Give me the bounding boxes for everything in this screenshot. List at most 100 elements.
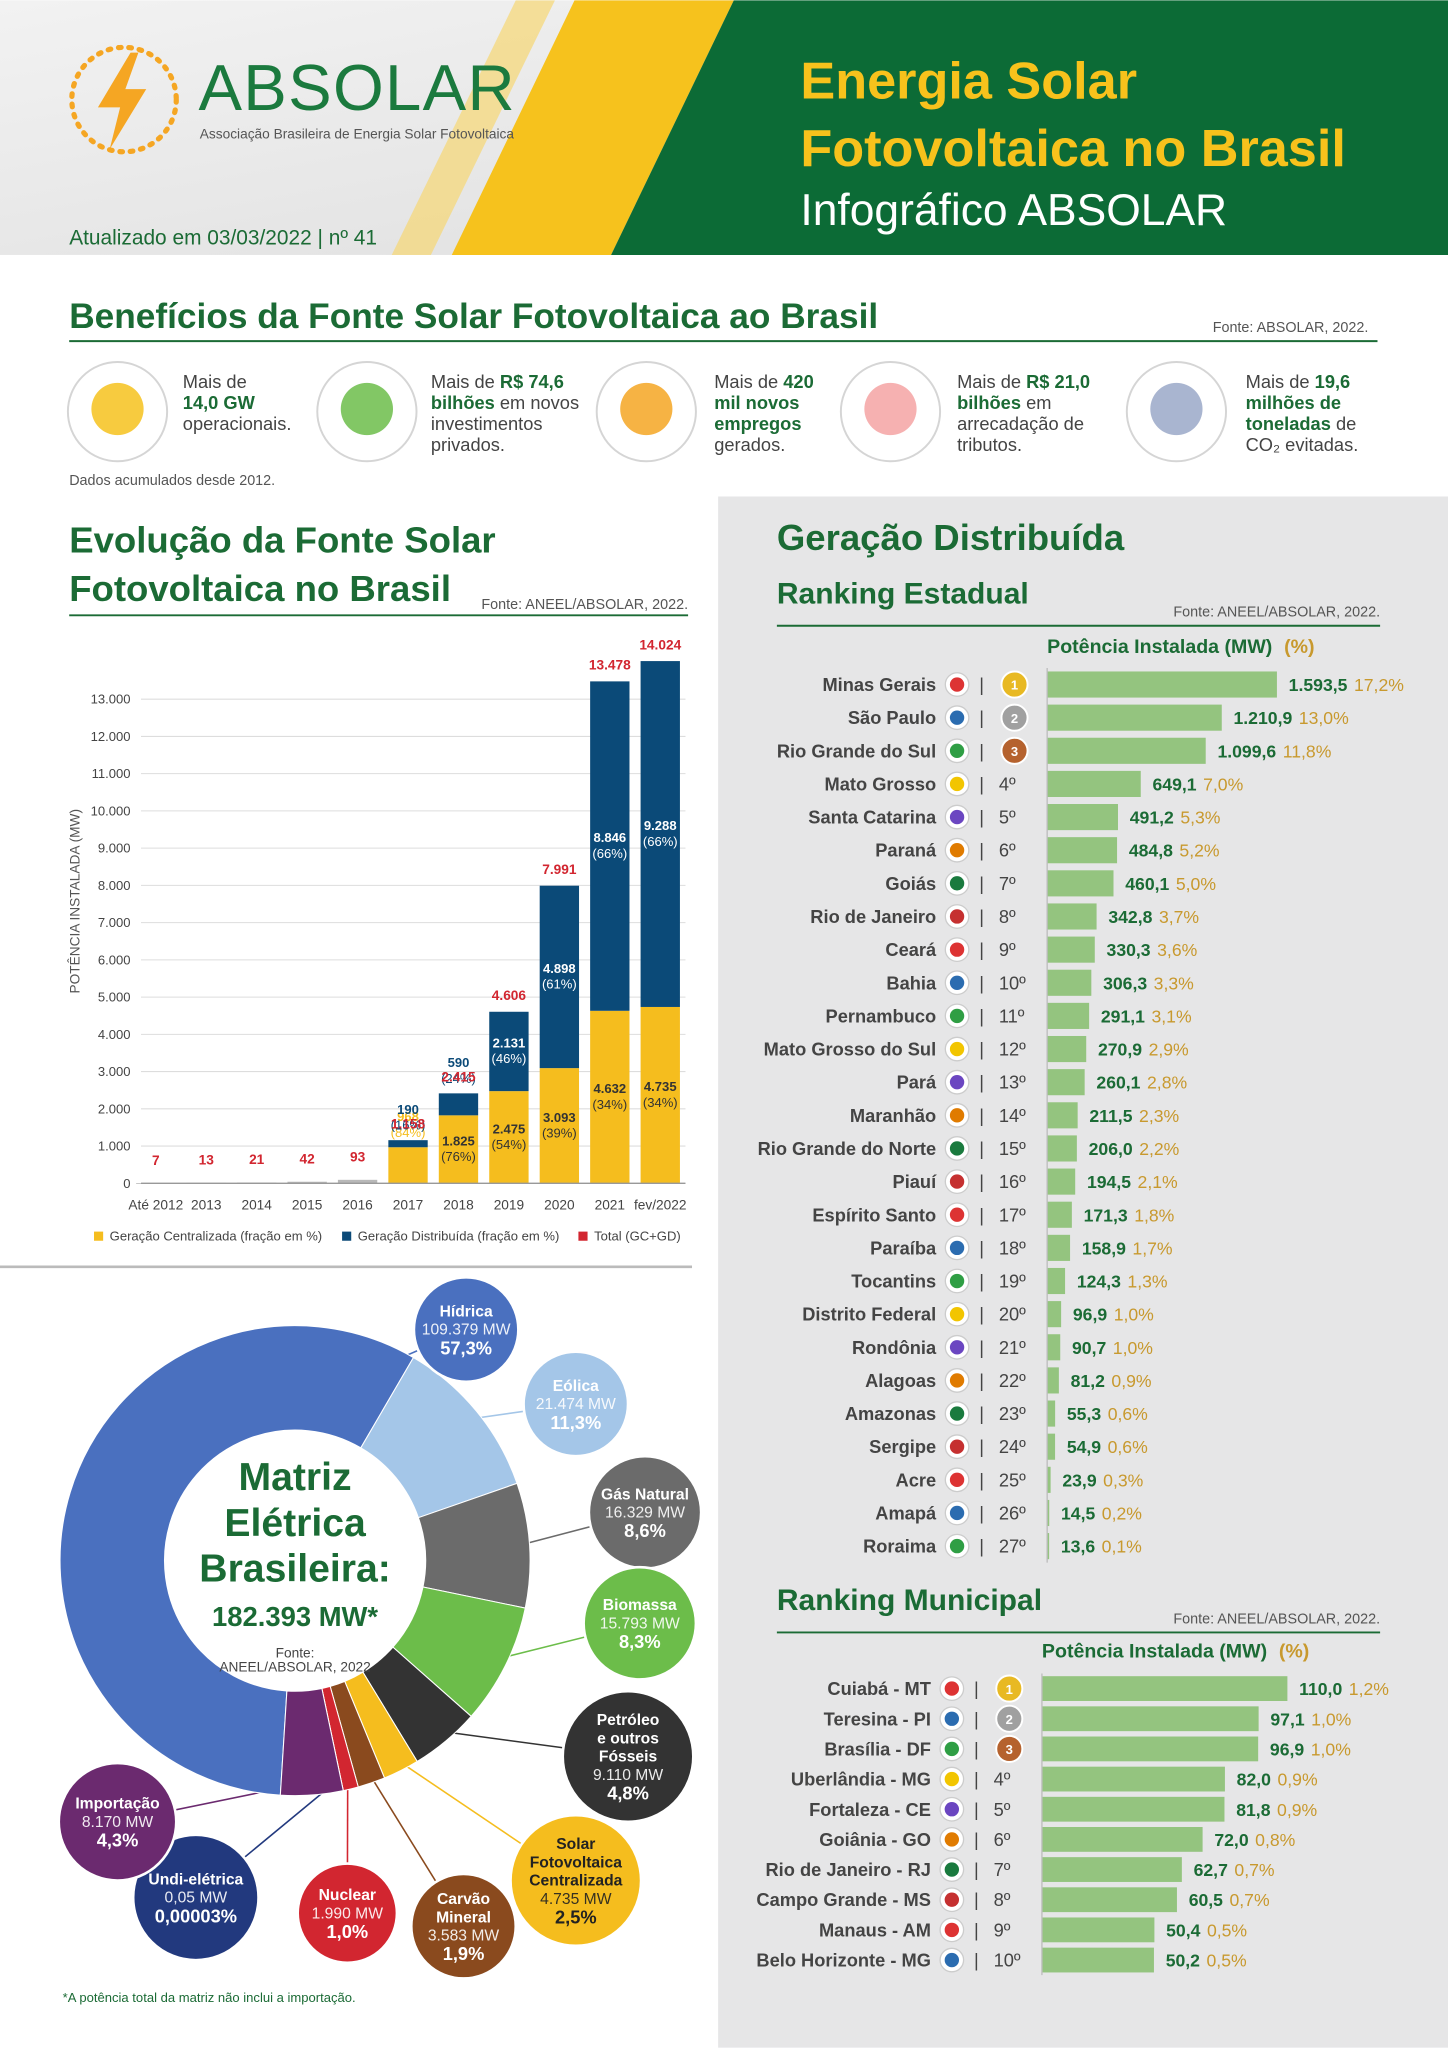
benefit-text-part: bilhões <box>431 392 495 413</box>
donut-center-title: Matriz <box>239 1456 352 1499</box>
row-label: Roraima <box>863 1536 937 1557</box>
rank-label: 10º <box>994 1950 1021 1971</box>
slice-value: 15.793 MW <box>600 1616 680 1633</box>
benefit-text-part: Mais de <box>1246 371 1315 392</box>
percent-label: 17,2% <box>1354 675 1404 695</box>
flag-emblem <box>949 1373 965 1388</box>
row-label: Manaus - AM <box>819 1919 931 1940</box>
header-stripe <box>391 0 555 255</box>
rank-label: 2 <box>1011 711 1018 726</box>
segment-label: 1.825 <box>442 1133 475 1148</box>
chart-title: Fotovoltaica no Brasil <box>69 568 451 609</box>
value-label: 260,1 <box>1096 1073 1140 1093</box>
donut-hole <box>167 1432 424 1689</box>
row-label: Fortaleza - CE <box>809 1799 931 1820</box>
legend-swatch <box>342 1231 352 1241</box>
segment-share: (76%) <box>441 1149 476 1164</box>
row-label: Rondônia <box>852 1337 937 1358</box>
rank-label: 4º <box>999 773 1016 794</box>
flag-emblem <box>949 677 965 692</box>
value-label: 97,1 <box>1270 1709 1304 1729</box>
row-label: Goiânia - GO <box>819 1829 931 1850</box>
percent-label: 1,3% <box>1127 1272 1167 1292</box>
value-label: 23,9 <box>1062 1470 1096 1490</box>
slice-value: 109.379 MW <box>422 1322 511 1339</box>
benefit-text: empregos <box>714 413 801 434</box>
bar-segment <box>539 1068 580 1184</box>
donut-slice <box>279 1687 344 1797</box>
slice-percent: 0,00003% <box>155 1905 237 1926</box>
donut-center-title: Elétrica <box>224 1502 367 1545</box>
medal <box>1000 703 1029 732</box>
bar-total <box>337 1179 378 1184</box>
slice-percent: 2,5% <box>555 1907 597 1928</box>
header-stripe <box>451 0 734 255</box>
percent-label: 5,2% <box>1179 841 1219 861</box>
segment-share: (61%) <box>542 977 577 992</box>
benefit-text-part: em novos <box>495 392 579 413</box>
benefit-text-part: de <box>1331 413 1356 434</box>
percent-label: 1,0% <box>1311 1709 1351 1729</box>
total-label: 42 <box>300 1151 316 1166</box>
percent-label: 2,8% <box>1147 1073 1187 1093</box>
header-band <box>611 0 1448 255</box>
benefit-text-part: Mais de <box>183 371 247 392</box>
separator: | <box>979 740 984 761</box>
separator: | <box>974 1708 979 1729</box>
benefit-icon <box>91 382 144 436</box>
slice-label-bubble <box>561 1689 695 1824</box>
flag-emblem <box>944 1892 960 1907</box>
percent-label: 13,0% <box>1299 708 1349 728</box>
benefit-text: toneladas de <box>1246 413 1357 434</box>
segment-share: (54%) <box>492 1137 527 1152</box>
bar <box>1041 1676 1288 1701</box>
benefit-text-part: investimentos <box>431 413 543 434</box>
x-tick-label: 2015 <box>292 1197 323 1212</box>
percent-label: 0,6% <box>1108 1404 1148 1424</box>
separator: | <box>979 840 984 861</box>
slice-label-bubble <box>509 1813 643 1948</box>
value-label: 460,1 <box>1125 874 1169 894</box>
row-label: Goiás <box>885 873 936 894</box>
row-label: Uberlândia - MG <box>791 1769 931 1790</box>
bar-segment <box>388 1140 428 1148</box>
benefit-text-part: 19,6 <box>1315 371 1351 392</box>
segment-share: (46%) <box>492 1051 527 1066</box>
rank-label: 21º <box>999 1337 1026 1358</box>
flag-emblem <box>949 1074 965 1090</box>
medal <box>995 1674 1024 1703</box>
percent-label: 0,9% <box>1111 1371 1151 1391</box>
bar <box>1047 1533 1050 1560</box>
value-label: 194,5 <box>1087 1172 1131 1192</box>
legend-swatch <box>94 1231 104 1241</box>
segment-label: 2.131 <box>493 1036 526 1051</box>
row-label: Mato Grosso do Sul <box>764 1039 937 1060</box>
rank-label: 22º <box>999 1370 1026 1391</box>
logo-bolt <box>97 52 147 150</box>
bar <box>1047 704 1222 731</box>
section-title: Geração Distribuída <box>777 517 1125 558</box>
rank-label: 10º <box>999 972 1026 993</box>
rank-label: 4º <box>994 1769 1011 1790</box>
benefit-text-part: toneladas <box>1246 413 1331 434</box>
value-label: 306,3 <box>1103 973 1147 993</box>
total-label: 93 <box>350 1150 366 1165</box>
main-title: Fotovoltaica no Brasil <box>800 120 1346 178</box>
rank-label: 5º <box>999 807 1016 828</box>
value-label: 206,0 <box>1089 1139 1133 1159</box>
flag-emblem <box>949 876 965 891</box>
segment-label: 9.288 <box>644 818 677 833</box>
slice-percent: 8,3% <box>619 1631 661 1652</box>
percent-header: (%) <box>1279 1640 1309 1662</box>
segment-share: (16%) <box>391 1118 426 1133</box>
y-tick-label: 5.000 <box>98 990 131 1005</box>
rank-label: 6º <box>999 840 1016 861</box>
separator: | <box>979 1204 984 1225</box>
percent-label: 1,0% <box>1113 1338 1153 1358</box>
bar <box>1041 1887 1177 1913</box>
benefit-text-part: bilhões <box>957 392 1021 413</box>
logo-ring <box>69 44 179 155</box>
rank-label: 24º <box>999 1436 1026 1457</box>
segment-share: (84%) <box>391 1125 426 1140</box>
